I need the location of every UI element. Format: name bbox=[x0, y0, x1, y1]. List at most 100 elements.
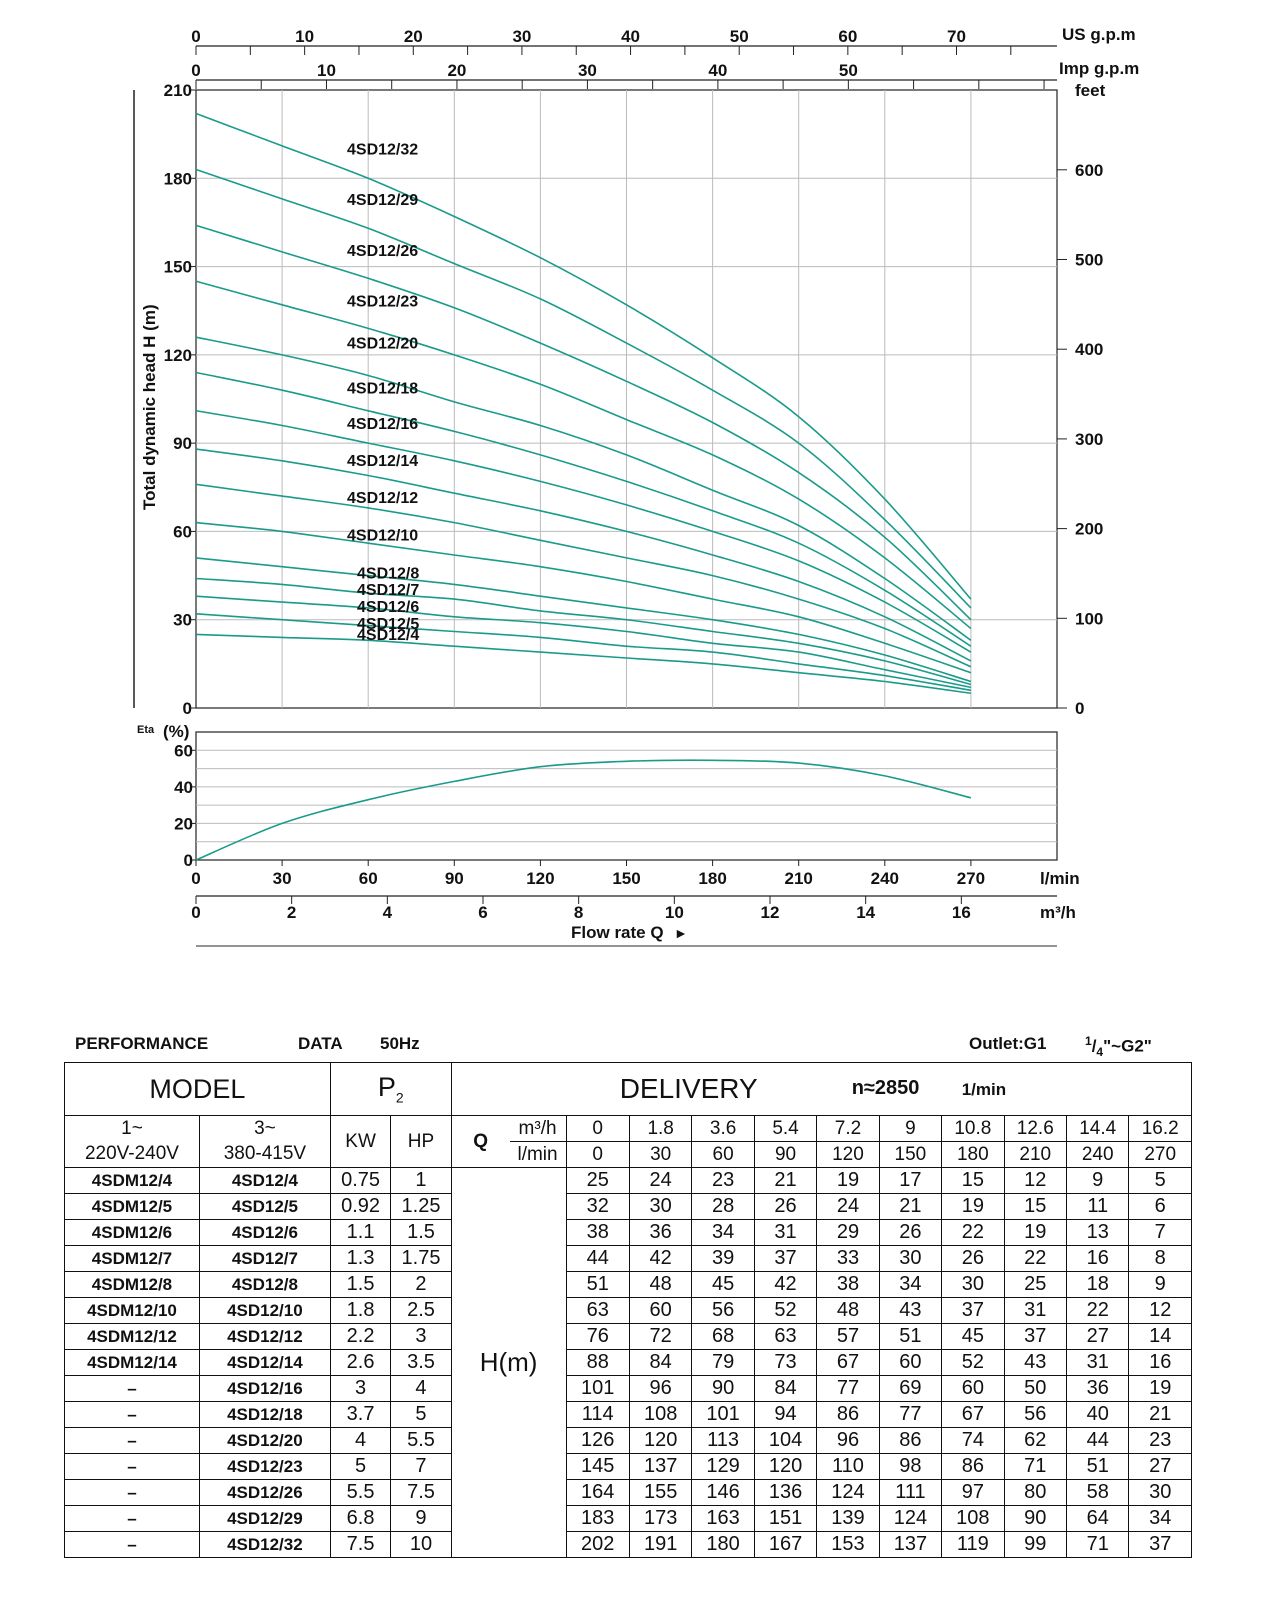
model-1phase: 4SDM12/7 bbox=[64, 1245, 200, 1272]
q-m3h-cell: 3.6 bbox=[691, 1115, 755, 1142]
feet-axis-label: feet bbox=[1075, 81, 1106, 100]
head-value: 67 bbox=[816, 1349, 880, 1376]
x-axis-arrow: ► bbox=[674, 925, 688, 941]
q-lmin-cell: 150 bbox=[878, 1141, 943, 1168]
head-value: 51 bbox=[565, 1271, 630, 1298]
curve-label: 4SD12/6 bbox=[357, 599, 419, 616]
head-value: 60 bbox=[878, 1349, 943, 1376]
eta-frame bbox=[195, 731, 1058, 861]
head-value: 21 bbox=[1128, 1401, 1192, 1428]
x-tick-label-m3h: 0 bbox=[191, 903, 200, 922]
head-value: 76 bbox=[565, 1323, 630, 1350]
head-value: 56 bbox=[1003, 1401, 1068, 1428]
head-value: 14 bbox=[1128, 1323, 1192, 1350]
us-gpm-tick-label: 50 bbox=[730, 27, 749, 46]
head-value: 44 bbox=[565, 1245, 630, 1272]
head-value: 63 bbox=[565, 1297, 630, 1324]
model-3phase: 4SD12/14 bbox=[198, 1349, 331, 1376]
q-lmin-cell: 240 bbox=[1065, 1141, 1130, 1168]
x-tick-label-lmin: 60 bbox=[359, 869, 378, 888]
model-1phase: 4SDM12/8 bbox=[64, 1271, 200, 1298]
model-3phase: 4SD12/23 bbox=[198, 1453, 331, 1480]
head-value: 26 bbox=[753, 1193, 818, 1220]
head-curves bbox=[195, 112, 972, 695]
head-value: 30 bbox=[878, 1245, 943, 1272]
head-value: 17 bbox=[878, 1167, 943, 1194]
curve-label: 4SD12/20 bbox=[347, 335, 418, 352]
y-tick-label: 150 bbox=[164, 258, 192, 277]
eta-tick-label: 60 bbox=[174, 741, 193, 760]
head-value: 11 bbox=[1065, 1193, 1130, 1220]
head-value: 60 bbox=[628, 1297, 693, 1324]
head-value: 136 bbox=[753, 1479, 818, 1506]
outlet-fraction: 1/4"~G2" bbox=[1085, 1034, 1152, 1060]
head-value: 183 bbox=[565, 1505, 630, 1532]
head-value: 67 bbox=[941, 1401, 1005, 1428]
head-value: 16 bbox=[1128, 1349, 1192, 1376]
feet-tick-label: 100 bbox=[1075, 609, 1103, 628]
x-axis-title: Flow rate Q bbox=[571, 923, 664, 942]
phase3-top: 3~ bbox=[198, 1115, 331, 1142]
model-3phase: 4SD12/10 bbox=[198, 1297, 331, 1324]
x-tick-label-lmin: 150 bbox=[612, 869, 640, 888]
head-value: 108 bbox=[941, 1505, 1005, 1532]
table-row: 4SDM12/7 4SD12/7 1.3 1.75 44 42 39 37 33 30 26 22 16… bbox=[64, 1245, 1192, 1272]
hp-value: 5 bbox=[390, 1401, 452, 1428]
x-tick-label-m3h: 10 bbox=[665, 903, 684, 922]
table-row: 4SDM12/4 4SD12/4 0.75 1 H(m) 25 24 23 21 19 17 15 12… bbox=[64, 1167, 1192, 1558]
us-gpm-tick-label: 0 bbox=[191, 27, 200, 46]
kw-value: 7.5 bbox=[329, 1531, 392, 1558]
head-value: 145 bbox=[565, 1453, 630, 1480]
hp-value: 2.5 bbox=[390, 1297, 452, 1324]
phase1-bottom: 220V-240V bbox=[64, 1141, 200, 1168]
head-value: 24 bbox=[628, 1167, 693, 1194]
head-curve bbox=[195, 521, 972, 674]
head-value: 42 bbox=[628, 1245, 693, 1272]
h-label: H(m) bbox=[479, 1347, 538, 1377]
perf-title: PERFORMANCE bbox=[75, 1034, 209, 1053]
y-tick-label: 60 bbox=[173, 522, 192, 541]
curve-label: 4SD12/5 bbox=[357, 616, 419, 633]
head-value: 12 bbox=[1128, 1297, 1192, 1324]
q-lmin-cell: 210 bbox=[1003, 1141, 1068, 1168]
model-3phase: 4SD12/18 bbox=[198, 1401, 331, 1428]
head-value: 38 bbox=[816, 1271, 880, 1298]
us-gpm-label: US g.p.m bbox=[1062, 25, 1136, 44]
head-value: 86 bbox=[878, 1427, 943, 1454]
head-value: 173 bbox=[628, 1505, 693, 1532]
head-value: 202 bbox=[565, 1531, 630, 1558]
table-row: –4SD12/26 5.5 7.5 164 155 146 136 124 111 97 80 58 3… bbox=[64, 1479, 1192, 1506]
head-value: 37 bbox=[1128, 1531, 1192, 1558]
head-grid bbox=[195, 89, 1058, 709]
q-lmin-cell: 120 bbox=[816, 1141, 880, 1168]
head-value: 57 bbox=[816, 1323, 880, 1350]
head-value: 151 bbox=[753, 1505, 818, 1532]
model-1phase: 4SDM12/6 bbox=[64, 1219, 200, 1246]
head-value: 73 bbox=[753, 1349, 818, 1376]
head-value: 19 bbox=[816, 1167, 880, 1194]
x-tick-label-m3h: 12 bbox=[761, 903, 780, 922]
phase1-top: 1~ bbox=[64, 1115, 200, 1142]
x-unit-lmin: l/min bbox=[1040, 869, 1080, 888]
head-value: 23 bbox=[1128, 1427, 1192, 1454]
head-value: 84 bbox=[753, 1375, 818, 1402]
hp-value: 4 bbox=[390, 1375, 452, 1402]
q-m3h-cell: 14.4 bbox=[1065, 1115, 1130, 1142]
hp-value: 10 bbox=[390, 1531, 452, 1558]
table-row: –4SD12/29 6.8 9 183 173 163 151 139 124 108 90 64 34 bbox=[64, 1505, 1192, 1532]
head-value: 50 bbox=[1003, 1375, 1068, 1402]
table-row: –4SD12/18 3.7 5 114 108 101 94 86 77 67 56 40 21 bbox=[64, 1401, 1192, 1428]
q-m3h-cell: 5.4 bbox=[753, 1115, 818, 1142]
head-value: 34 bbox=[691, 1219, 755, 1246]
us-gpm-tick-label: 30 bbox=[512, 27, 531, 46]
model-3phase: 4SD12/12 bbox=[198, 1323, 331, 1350]
head-value: 90 bbox=[691, 1375, 755, 1402]
model-1phase: – bbox=[64, 1375, 200, 1402]
head-curve bbox=[195, 557, 972, 683]
head-value: 19 bbox=[1128, 1375, 1192, 1402]
model-header: MODEL bbox=[64, 1062, 331, 1116]
q-lmin-cell: 270 bbox=[1128, 1141, 1192, 1168]
x-tick-label-m3h: 16 bbox=[952, 903, 971, 922]
head-value: 39 bbox=[691, 1245, 755, 1272]
head-value: 167 bbox=[753, 1531, 818, 1558]
